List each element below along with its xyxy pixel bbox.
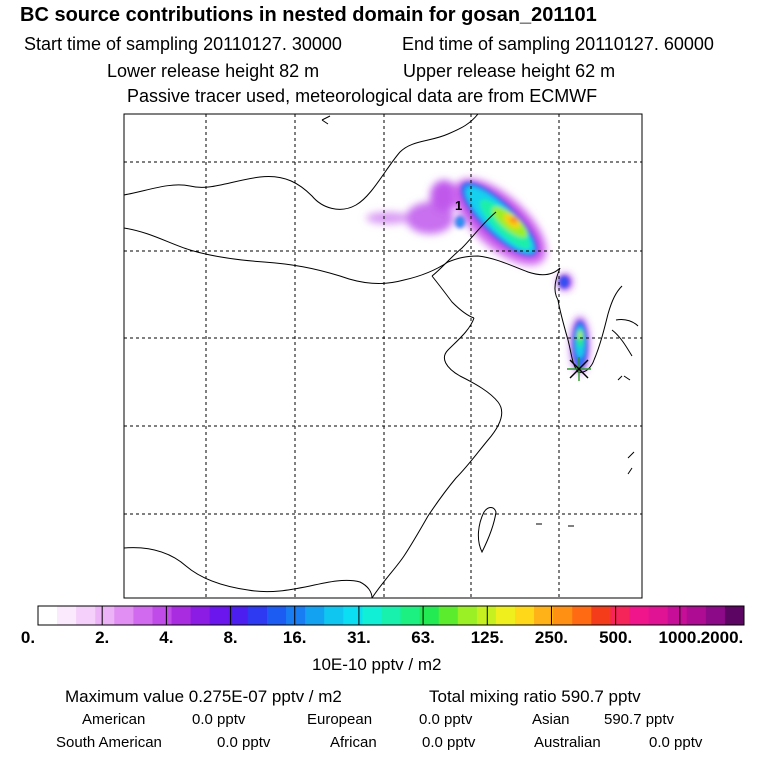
- colorbar-swatch: [247, 606, 268, 625]
- region-value: 590.7 pptv: [604, 711, 675, 728]
- colorbar-swatch: [286, 606, 306, 625]
- colorbar-tick-label: 0.: [20, 628, 36, 647]
- colorbar-swatch: [476, 606, 497, 625]
- colorbar-swatch: [457, 606, 478, 625]
- colorbar-tick-label: 125.: [470, 628, 504, 647]
- region-name: American: [82, 711, 146, 728]
- colorbar-swatch: [343, 606, 363, 625]
- colorbar-tick-label: 8.: [223, 628, 238, 647]
- receptor-star-marker: [567, 357, 591, 381]
- colorbar-tick-label: 31.: [347, 628, 371, 647]
- region-value: 0.0 pptv: [192, 711, 246, 728]
- region-name: Asian: [532, 711, 570, 728]
- colorbar-swatch: [686, 606, 707, 625]
- colorbar-tick-label: 16.: [282, 628, 307, 647]
- region-value: 0.0 pptv: [217, 734, 271, 751]
- tracer-note: Passive tracer used, meteorological data…: [127, 86, 598, 106]
- total-mixing-ratio: Total mixing ratio 590.7 pptv: [429, 687, 641, 706]
- colorbar-units: 10E-10 pptv / m2: [312, 655, 442, 674]
- lower-release-height: Lower release height 82 m: [107, 61, 320, 81]
- colorbar-swatch: [495, 606, 516, 625]
- colorbar-swatch: [724, 606, 745, 625]
- lat-lon-grid: [124, 114, 642, 598]
- colorbar-swatch: [95, 606, 115, 625]
- colorbar-swatch: [362, 606, 382, 625]
- colorbar-swatch: [228, 606, 249, 625]
- region-value: 0.0 pptv: [422, 734, 476, 751]
- colorbar-tick-label: 500.: [599, 628, 633, 647]
- colorbar-swatch: [171, 606, 192, 625]
- colorbar-swatch: [400, 606, 421, 625]
- colorbar-swatch: [572, 606, 592, 625]
- colorbar-swatch: [209, 606, 230, 625]
- end-time: End time of sampling 20110127. 60000: [402, 34, 714, 54]
- colorbar-tick-label: 2.: [95, 628, 110, 647]
- colorbar-swatch: [381, 606, 402, 625]
- figure-title: BC source contributions in nested domain…: [20, 4, 597, 26]
- concentration-plume: [366, 178, 589, 373]
- marker-label: 1: [455, 198, 462, 213]
- colorbar-swatch: [305, 606, 325, 625]
- colorbar-swatch: [190, 606, 211, 625]
- colorbar-tick-label: 2000.: [700, 628, 744, 647]
- colorbar: [37, 605, 745, 626]
- region-name: South American: [56, 734, 162, 751]
- colorbar-tick-label: 1000.: [658, 628, 702, 647]
- colorbar-swatch: [419, 606, 440, 625]
- colorbar-swatch: [266, 606, 287, 625]
- region-name: Australian: [534, 734, 601, 751]
- coastlines: [124, 114, 639, 598]
- colorbar-swatch: [667, 606, 688, 625]
- colorbar-swatch: [324, 606, 344, 625]
- region-value: 0.0 pptv: [419, 711, 473, 728]
- maximum-value: Maximum value 0.275E-07 pptv / m2: [65, 687, 342, 706]
- colorbar-swatch: [57, 606, 77, 625]
- colorbar-swatch: [591, 606, 611, 625]
- colorbar-swatch: [705, 606, 726, 625]
- region-name: European: [307, 711, 373, 728]
- map-frame: [123, 113, 643, 599]
- colorbar-tick-label: 63.: [411, 628, 435, 647]
- colorbar-swatch: [629, 606, 650, 625]
- colorbar-swatch: [76, 606, 96, 625]
- colorbar-swatch: [438, 606, 459, 625]
- colorbar-swatch: [553, 606, 573, 625]
- colorbar-swatch: [114, 606, 134, 625]
- colorbar-tick-label: 4.: [159, 628, 174, 647]
- region-value: 0.0 pptv: [649, 734, 703, 751]
- colorbar-swatch: [515, 606, 535, 625]
- region-name: African: [330, 734, 377, 751]
- colorbar-swatch: [648, 606, 669, 625]
- upper-release-height: Upper release height 62 m: [403, 61, 616, 81]
- colorbar-swatch: [38, 606, 58, 625]
- colorbar-swatch: [152, 606, 173, 625]
- colorbar-swatch: [133, 606, 153, 625]
- colorbar-frame: [37, 605, 745, 626]
- colorbar-swatch: [534, 606, 554, 625]
- colorbar-tick-label: 250.: [534, 628, 568, 647]
- start-time: Start time of sampling 20110127. 30000: [24, 34, 342, 54]
